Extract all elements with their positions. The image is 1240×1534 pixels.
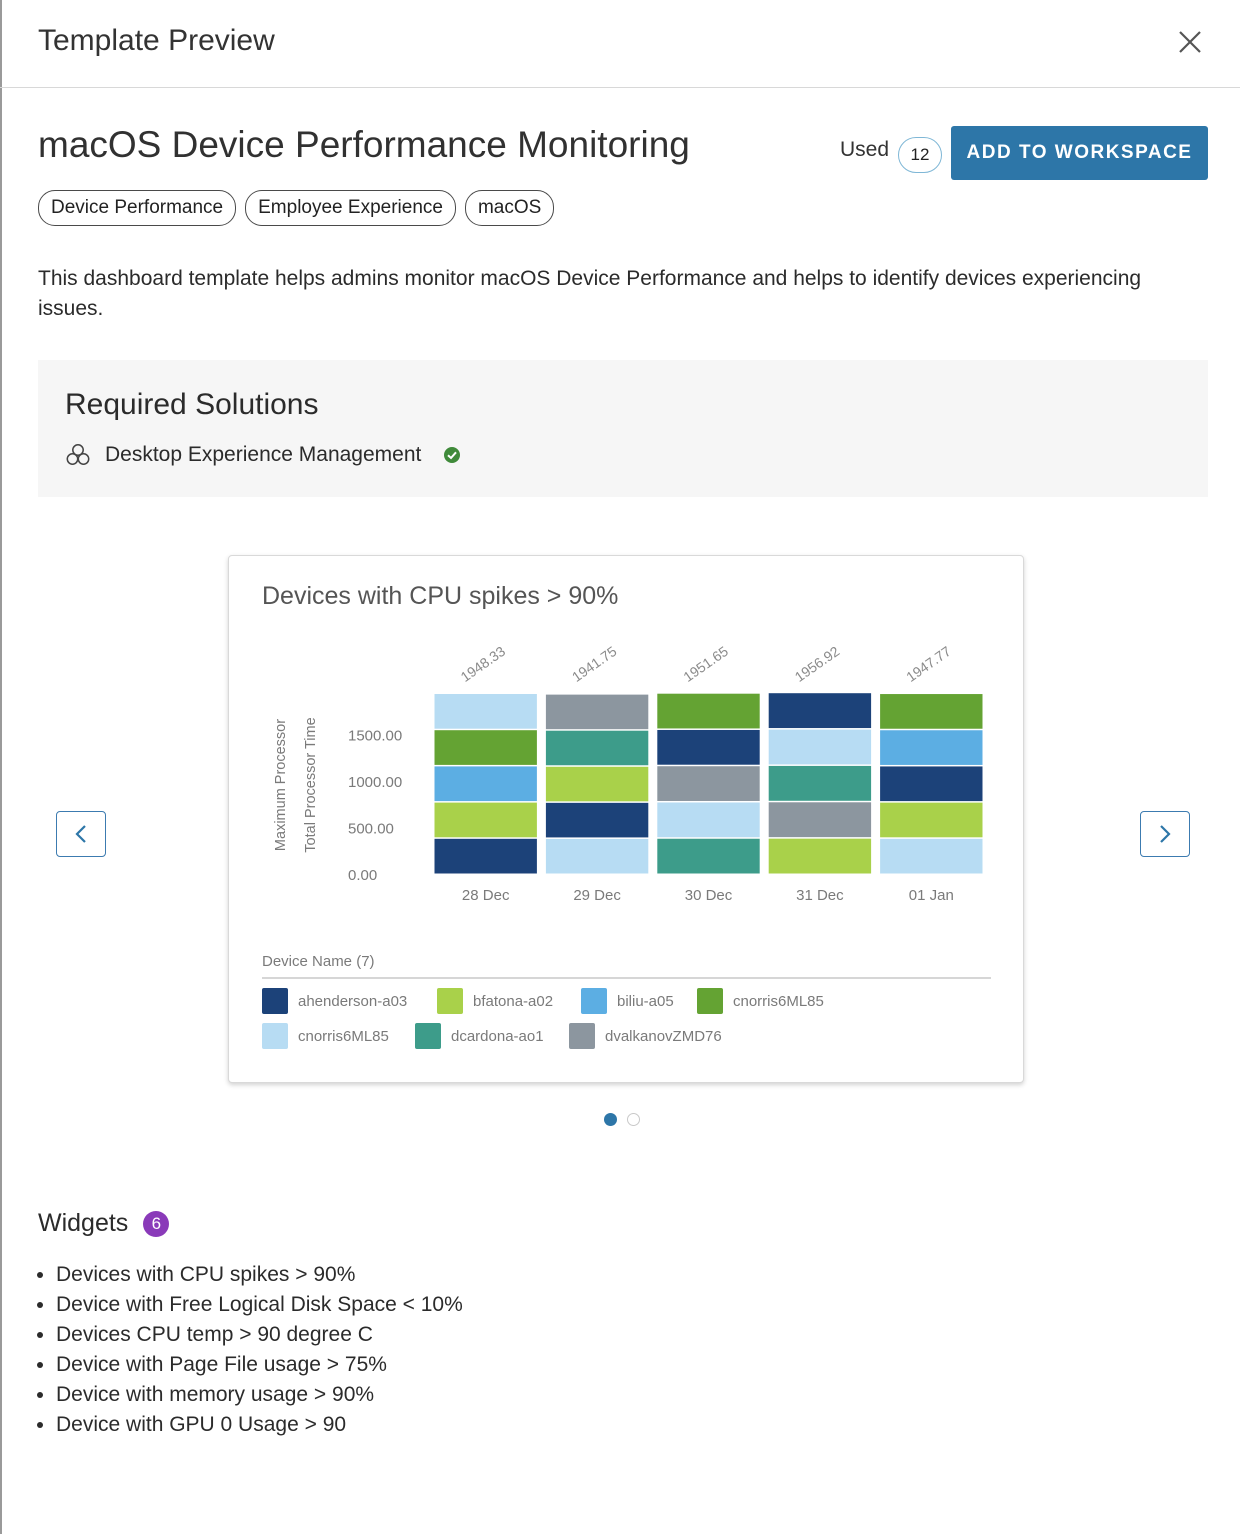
bar-segment [657, 802, 760, 838]
carousel-next-button[interactable] [1140, 811, 1190, 857]
widgets-header: Widgets 6 [38, 1209, 170, 1238]
legend-swatch [569, 1023, 595, 1049]
bar-segment [880, 838, 983, 874]
bar-segment [880, 766, 983, 802]
chevron-right-icon [1160, 825, 1171, 843]
legend-swatch [415, 1023, 441, 1049]
bar-segment [768, 838, 872, 874]
window-edge [0, 0, 2, 1534]
bar-segment [880, 730, 983, 765]
legend-swatch [697, 988, 723, 1014]
legend-swatch [262, 988, 288, 1014]
required-solutions-title: Required Solutions [65, 388, 319, 421]
x-tick-label: 30 Dec [685, 887, 733, 904]
tag-device-performance: Device Performance [38, 190, 237, 226]
bar-segment [545, 802, 649, 838]
y-tick-label: 1500.00 [348, 728, 402, 745]
bar-segment [434, 802, 537, 838]
bar-total-label: 1948.33 [458, 643, 509, 685]
used-label: Used [840, 138, 890, 161]
bar-total-label: 1947.77 [903, 643, 954, 685]
bar-segment [657, 729, 760, 765]
bar-segment [657, 838, 760, 874]
carousel-dot[interactable] [627, 1113, 640, 1126]
bar-segment [545, 694, 649, 730]
legend-label: dvalkanovZMD76 [605, 1028, 722, 1045]
dialog-header: Template Preview [0, 0, 1240, 88]
y-axis-label: Maximum Processor [273, 719, 289, 851]
tag-list: Device Performance Employee Experience m… [38, 190, 555, 226]
bar-segment [768, 765, 872, 801]
bar-segment [657, 766, 760, 801]
y-tick-label: 1000.00 [348, 774, 402, 791]
close-icon [1179, 31, 1201, 53]
dialog-title: Template Preview [38, 24, 275, 57]
tag-macos: macOS [464, 190, 555, 226]
bar-segment [545, 766, 649, 802]
bar-total-label: 1956.92 [792, 643, 843, 685]
legend-label: cnorris6ML85 [733, 993, 824, 1010]
bar-segment [768, 802, 872, 838]
close-button[interactable] [1174, 26, 1206, 58]
y-tick-label: 500.00 [348, 821, 394, 838]
hexagon-cluster-icon [66, 444, 90, 465]
legend-title: Device Name (7) [262, 953, 375, 970]
bar-segment [434, 730, 537, 765]
legend-label: dcardona-ao1 [451, 1028, 544, 1045]
bar-total-label: 1951.65 [680, 643, 731, 685]
x-tick-label: 01 Jan [909, 887, 954, 904]
y-axis-label: Total Processor Time [303, 717, 319, 852]
carousel-pagination [604, 1113, 640, 1126]
bar-segment [768, 729, 872, 765]
bar-segment [768, 693, 872, 729]
legend-swatch [581, 988, 607, 1014]
template-description: This dashboard template helps admins mon… [38, 267, 1142, 320]
y-tick-label: 0.00 [348, 867, 377, 884]
template-title: macOS Device Performance Monitoring [38, 124, 690, 165]
legend-label: ahenderson-a03 [298, 993, 407, 1010]
bar-segment [880, 802, 983, 838]
widget-item: Device with Free Logical Disk Space < 10… [56, 1290, 463, 1320]
bar-segment [434, 838, 537, 874]
widget-item: Device with GPU 0 Usage > 90 [56, 1410, 463, 1440]
add-to-workspace-button[interactable]: ADD TO WORKSPACE [951, 126, 1208, 180]
x-tick-label: 28 Dec [462, 887, 510, 904]
bar-total-label: 1941.75 [569, 643, 620, 685]
check-circle-icon [444, 447, 461, 463]
widget-preview-card: Devices with CPU spikes > 90% 0.00 500.00… [228, 555, 1024, 1083]
widget-item: Devices CPU temp > 90 degree C [56, 1320, 463, 1350]
widget-list: Devices with CPU spikes > 90% Device wit… [0, 1260, 463, 1440]
legend-swatch [437, 988, 463, 1014]
legend-label: biliu-a05 [617, 993, 674, 1010]
chart-title: Devices with CPU spikes > 90% [262, 582, 619, 610]
widgets-count-badge: 6 [143, 1210, 170, 1237]
legend-label: bfatona-a02 [473, 993, 553, 1010]
bar-segment [545, 730, 649, 766]
stacked-bar-chart: 0.00 500.00 1000.00 1500.00 Maximum Processo… [262, 643, 991, 1049]
required-solutions-panel: Required Solutions Desktop Experience Ma… [38, 360, 1208, 497]
carousel-dot-active[interactable] [604, 1113, 617, 1126]
bar-segment [657, 693, 760, 729]
x-tick-label: 31 Dec [796, 887, 844, 904]
legend-label: cnorris6ML85 [298, 1028, 389, 1045]
widget-item: Device with Page File usage > 75% [56, 1350, 463, 1380]
widgets-title: Widgets [38, 1209, 129, 1237]
carousel-prev-button[interactable] [56, 811, 106, 857]
bar-segment [434, 766, 537, 802]
widget-item: Device with memory usage > 90% [56, 1380, 463, 1410]
used-count-badge: 12 [898, 137, 942, 173]
legend-swatch [262, 1023, 288, 1049]
x-tick-label: 29 Dec [573, 887, 621, 904]
bar-segment [880, 694, 983, 729]
solution-label: Desktop Experience Management [105, 443, 422, 466]
solution-item: Desktop Experience Management [65, 442, 461, 468]
bar-segment [545, 838, 649, 874]
widget-item: Devices with CPU spikes > 90% [56, 1260, 463, 1290]
chevron-left-icon [75, 825, 86, 843]
tag-employee-experience: Employee Experience [245, 190, 456, 226]
bar-segment [434, 694, 537, 729]
